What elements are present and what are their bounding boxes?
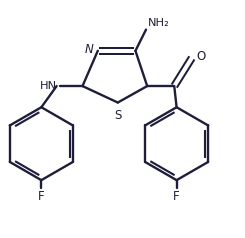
Text: N: N (85, 43, 94, 56)
Text: NH₂: NH₂ (148, 18, 170, 28)
Text: F: F (173, 190, 180, 203)
Text: F: F (38, 190, 45, 203)
Text: O: O (196, 50, 205, 63)
Text: HN: HN (39, 81, 57, 91)
Text: S: S (115, 109, 122, 122)
